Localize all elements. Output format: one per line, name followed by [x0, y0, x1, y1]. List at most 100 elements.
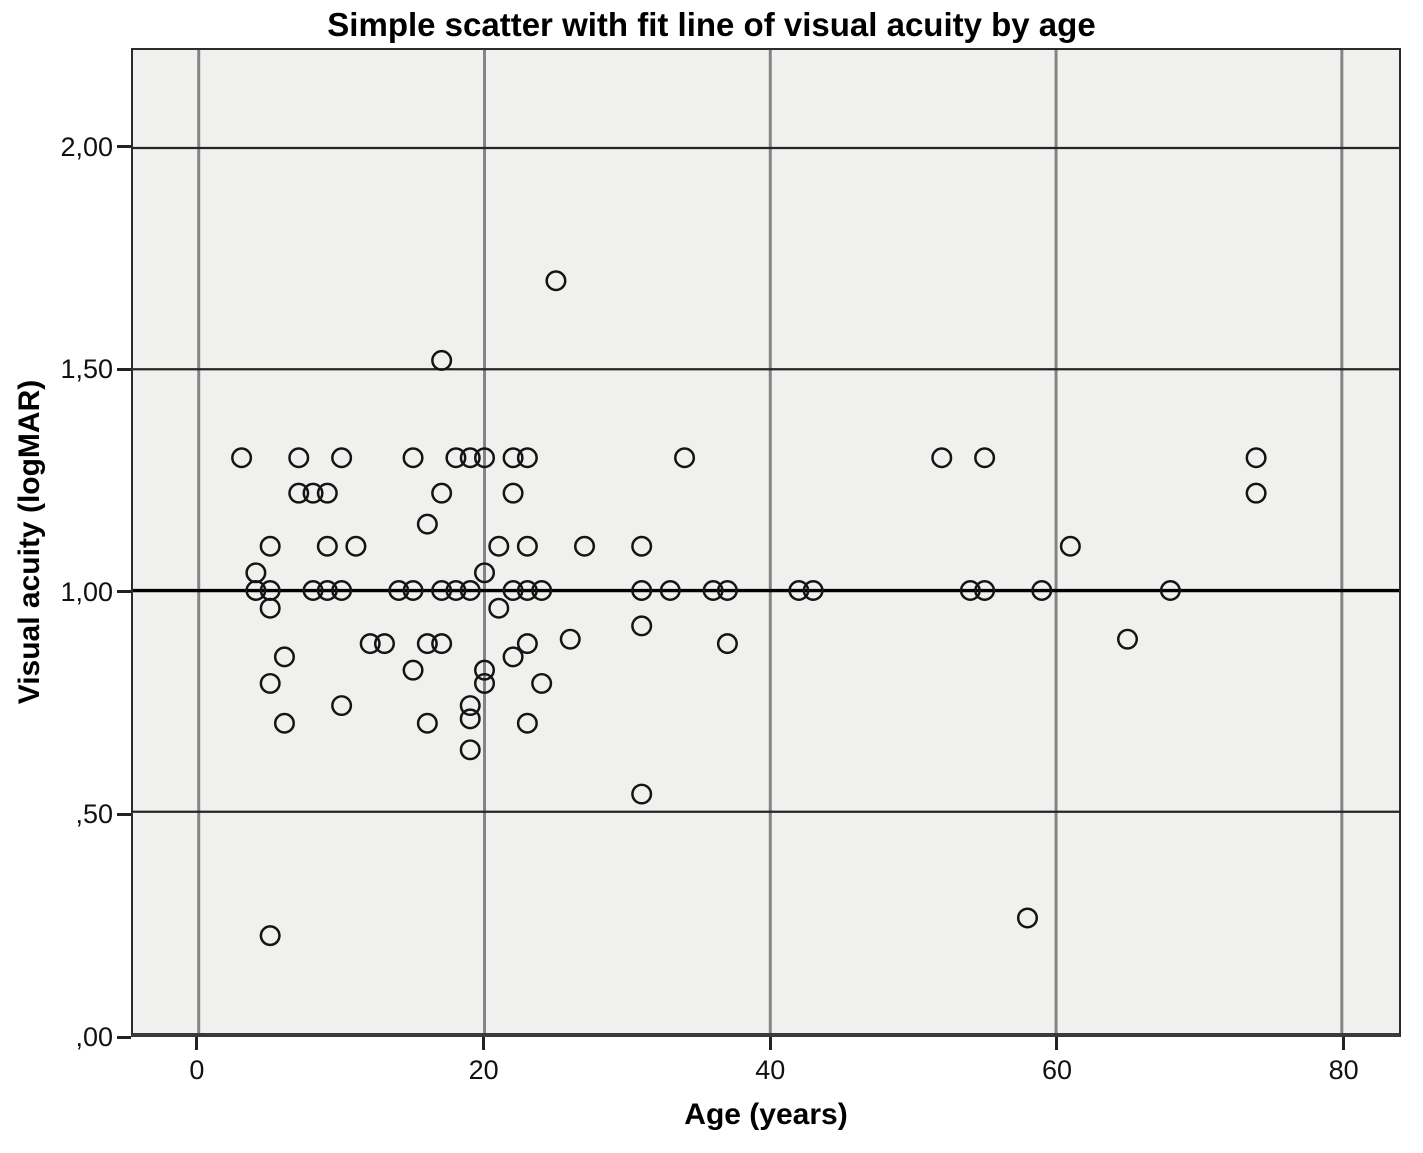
scatter-plot — [133, 50, 1399, 1033]
data-point — [1245, 447, 1267, 469]
data-point — [245, 580, 267, 601]
data-point — [259, 535, 281, 557]
data-point — [416, 513, 438, 535]
data-point — [502, 646, 524, 668]
data-point — [445, 447, 467, 469]
data-point — [502, 580, 524, 601]
x-axis-tick — [1342, 1037, 1346, 1050]
y-axis-tick — [117, 145, 131, 149]
x-tick-label: 0 — [189, 1055, 205, 1085]
data-point — [516, 712, 538, 734]
data-point — [302, 482, 324, 504]
x-tick-label: 60 — [1041, 1055, 1072, 1085]
data-point — [373, 633, 396, 655]
data-point — [1116, 628, 1139, 650]
data-point — [459, 580, 481, 601]
data-point — [473, 659, 496, 681]
y-tick-label: ,00 — [75, 1022, 113, 1052]
data-point — [473, 447, 496, 469]
data-point — [331, 580, 353, 601]
data-point — [459, 739, 481, 761]
x-tick-label: 80 — [1328, 1055, 1359, 1085]
data-point — [502, 447, 524, 469]
data-point — [459, 695, 481, 717]
data-point — [388, 580, 410, 601]
data-point — [402, 580, 424, 601]
data-point — [716, 580, 738, 601]
data-point — [631, 783, 653, 805]
data-point — [302, 580, 324, 601]
data-point — [359, 633, 381, 655]
data-point — [273, 646, 295, 668]
y-axis-tick — [117, 1035, 131, 1039]
data-point — [431, 633, 453, 655]
data-point — [716, 633, 738, 655]
x-axis-tick — [195, 1037, 199, 1050]
data-point — [473, 562, 496, 584]
data-point — [259, 925, 281, 947]
x-axis-tick — [482, 1037, 486, 1050]
data-point — [974, 580, 996, 601]
data-point — [931, 447, 953, 469]
data-point — [459, 708, 481, 730]
data-point — [516, 535, 538, 557]
data-point — [259, 597, 281, 619]
data-point — [416, 712, 438, 734]
data-point — [516, 633, 538, 655]
data-point — [288, 482, 310, 504]
data-point — [516, 580, 538, 601]
y-axis-tick — [117, 812, 131, 816]
data-point — [631, 535, 653, 557]
x-axis-title: Age (years) — [684, 1098, 848, 1131]
data-point — [473, 672, 496, 694]
data-point — [559, 628, 581, 650]
data-point — [259, 672, 281, 694]
data-point — [1245, 482, 1267, 504]
data-point — [531, 580, 553, 601]
data-point — [231, 447, 253, 469]
data-point — [402, 659, 424, 681]
y-tick-label: 1,50 — [60, 354, 113, 385]
data-point — [316, 535, 338, 557]
data-point — [273, 712, 295, 734]
x-axis-tick — [1055, 1037, 1059, 1050]
data-point — [502, 482, 524, 504]
data-point — [445, 580, 467, 601]
data-point — [416, 633, 438, 655]
data-point — [316, 482, 338, 504]
data-point — [631, 580, 653, 601]
y-axis-tick — [117, 590, 131, 594]
data-point — [802, 580, 824, 601]
data-point — [488, 597, 510, 619]
y-tick-label: ,50 — [75, 799, 113, 830]
data-point — [245, 562, 267, 584]
y-axis-tick — [117, 367, 131, 371]
x-tick-label: 40 — [755, 1055, 786, 1085]
data-point — [488, 535, 510, 557]
data-point — [459, 447, 481, 469]
plot-area — [131, 48, 1401, 1037]
data-point — [316, 580, 338, 601]
data-point — [674, 447, 696, 469]
data-point — [345, 535, 367, 557]
y-tick-label: 2,00 — [60, 131, 113, 162]
data-point — [659, 580, 681, 601]
data-point — [974, 447, 996, 469]
data-point — [788, 580, 810, 601]
x-tick-label: 20 — [468, 1055, 499, 1085]
data-point — [431, 482, 453, 504]
y-axis-title: Visual acuity (logMAR) — [13, 379, 46, 705]
chart-title: Simple scatter with fit line of visual a… — [327, 6, 1096, 43]
data-point — [1159, 580, 1181, 601]
data-point — [516, 447, 538, 469]
data-point — [959, 580, 981, 601]
data-point — [702, 580, 724, 601]
data-point — [531, 672, 553, 694]
data-point — [631, 615, 653, 637]
data-point — [331, 447, 353, 469]
data-point — [574, 535, 596, 557]
data-point — [431, 349, 453, 371]
data-point — [288, 447, 310, 469]
y-tick-label: 1,00 — [60, 576, 113, 607]
data-point — [1016, 907, 1039, 929]
